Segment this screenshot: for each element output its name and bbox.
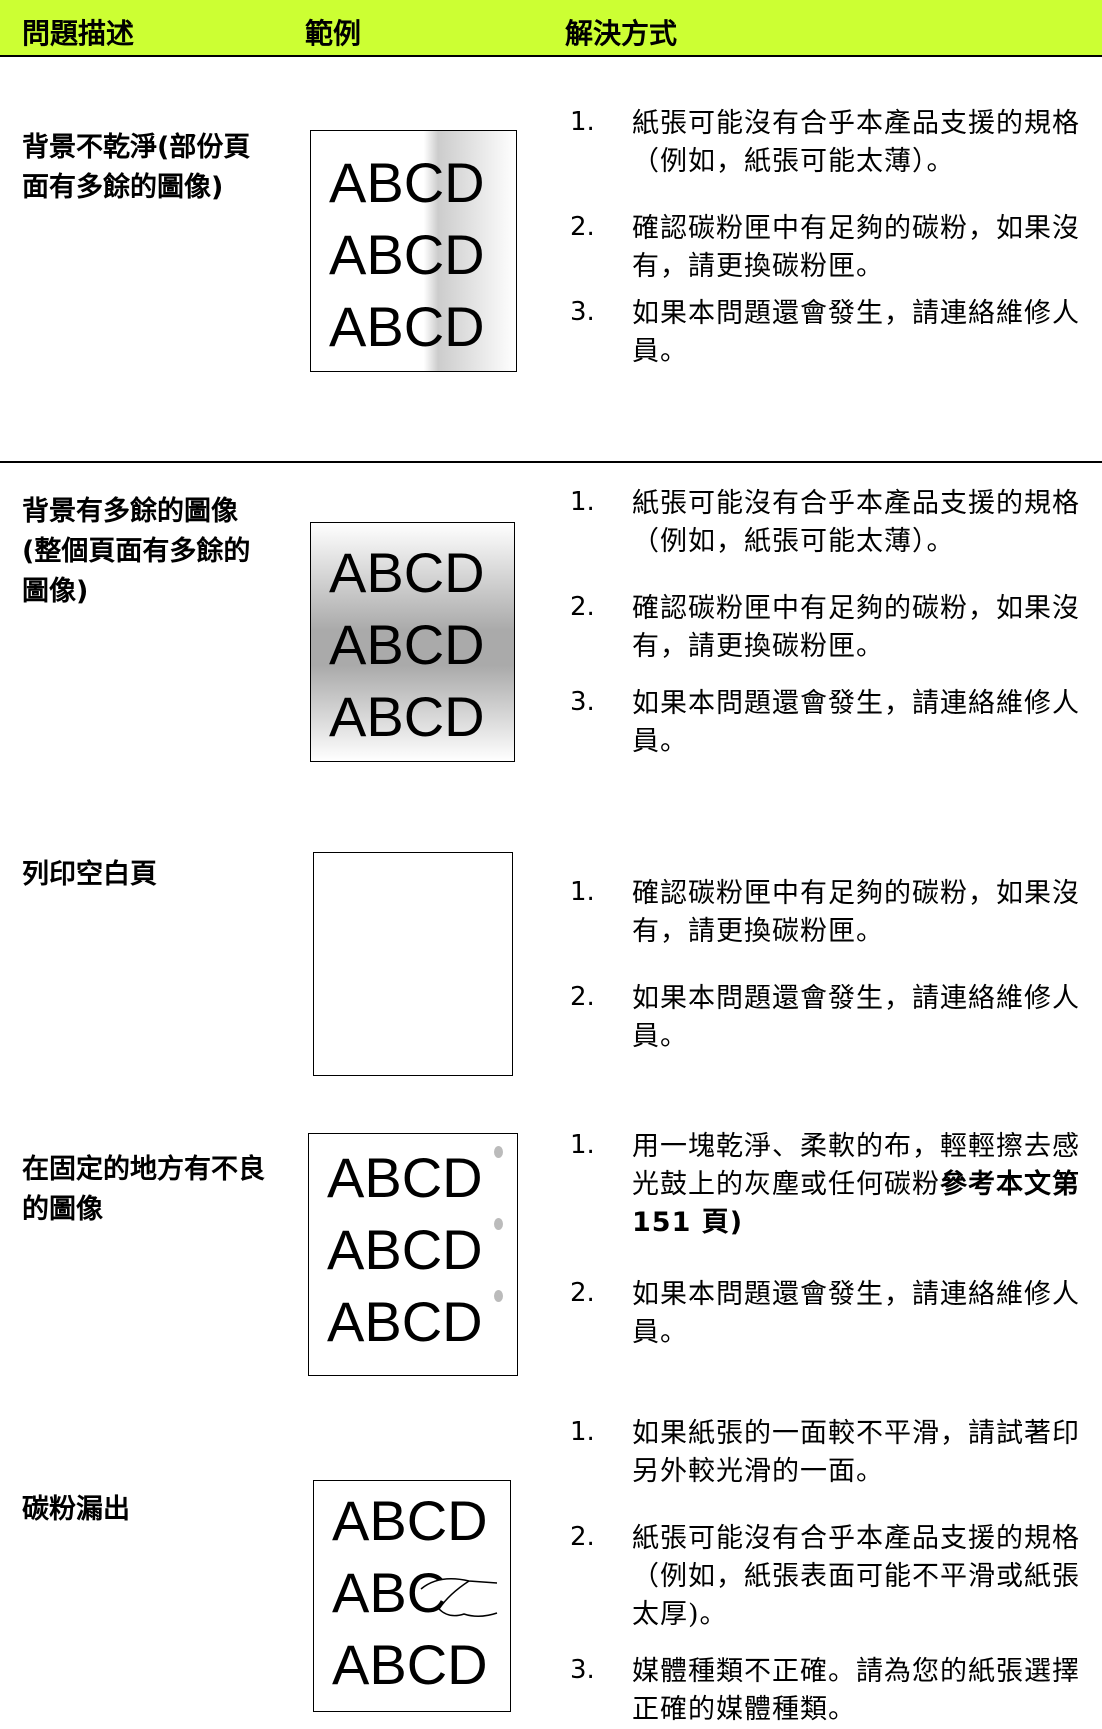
header-bar: 問題描述 範例 解決方式	[0, 0, 1102, 57]
hand-icon	[420, 1578, 498, 1617]
solution-text: 如果本問題還會發生，請連絡維修人員。	[632, 688, 1080, 757]
example-text: ABCD	[327, 1218, 483, 1281]
problem-description: 背景有多餘的圖像(整個頁面有多餘的圖像)	[22, 496, 251, 607]
problem-description: 在固定的地方有不良的圖像	[22, 1154, 265, 1225]
example-box: ABCD ABCD ABCD	[308, 1133, 518, 1376]
solution-text: 如果本問題還會發生，請連絡維修人員。	[632, 1279, 1080, 1348]
item-number: 1.	[570, 877, 595, 907]
example-text: ABCD	[327, 1290, 483, 1353]
example-box: ABCD ABC ABCD	[313, 1480, 511, 1712]
smudge	[494, 1290, 503, 1302]
solution-text: 確認碳粉匣中有足夠的碳粉，如果沒有，請更換碳粉匣。	[632, 213, 1080, 282]
smudge	[494, 1146, 503, 1158]
example-text: ABCD	[327, 1146, 483, 1209]
item-number: 2.	[570, 1278, 595, 1308]
problem-description: 列印空白頁	[22, 859, 157, 890]
solution-text: 紙張可能沒有合乎本產品支援的規格（例如，紙張可能太薄）。	[632, 108, 1080, 177]
divider	[0, 461, 1102, 463]
example-text: ABCD	[329, 151, 485, 214]
hand-drawing	[419, 1569, 499, 1624]
smudge	[494, 1218, 503, 1230]
column-header: 解決方式	[565, 17, 678, 50]
problem-description: 碳粉漏出	[22, 1494, 130, 1525]
item-number: 3.	[570, 297, 595, 327]
solution-text: 紙張可能沒有合乎本產品支援的規格（例如，紙張表面可能不平滑或紙張太厚)。	[632, 1523, 1080, 1630]
solution-text: 如果紙張的一面較不平滑，請試著印另外較光滑的一面。	[632, 1418, 1080, 1487]
example-text: ABCD	[329, 295, 485, 358]
item-number: 2.	[570, 982, 595, 1012]
solution-text: 用一塊乾淨、柔軟的布，輕輕擦去感光鼓上的灰塵或任何碳粉參考本文第 151 頁)	[632, 1131, 1080, 1238]
reference: 參考本文第 151 頁)	[632, 1169, 1080, 1238]
item-number: 3.	[570, 687, 595, 717]
item-number: 1.	[570, 1417, 595, 1447]
solution-text: 如果本問題還會發生，請連絡維修人員。	[632, 298, 1080, 367]
solution-text: 紙張可能沒有合乎本產品支援的規格（例如，紙張可能太薄）。	[632, 488, 1080, 557]
example-text: ABCD	[332, 1489, 488, 1552]
example-text: ABCD	[329, 541, 485, 604]
item-number: 1.	[570, 487, 595, 517]
solution-text: 確認碳粉匣中有足夠的碳粉，如果沒有，請更換碳粉匣。	[632, 878, 1080, 947]
solution-text: 確認碳粉匣中有足夠的碳粉，如果沒有，請更換碳粉匣。	[632, 593, 1080, 662]
column-header: 問題描述	[22, 17, 135, 50]
example-text: ABCD	[329, 685, 485, 748]
example-text: ABCD	[329, 613, 485, 676]
example-box: ABCD ABCD ABCD	[310, 130, 517, 372]
example-box	[313, 852, 513, 1076]
example-text: ABCD	[329, 223, 485, 286]
column-header: 範例	[305, 17, 362, 50]
example-text: ABCD	[332, 1633, 488, 1696]
solution-text: 如果本問題還會發生，請連絡維修人員。	[632, 983, 1080, 1052]
item-number: 3.	[570, 1655, 595, 1685]
item-number: 2.	[570, 592, 595, 622]
example-box: ABCD ABCD ABCD	[310, 522, 515, 762]
item-number: 1.	[570, 107, 595, 137]
item-number: 2.	[570, 1522, 595, 1552]
solution-text: 媒體種類不正確。請為您的紙張選擇正確的媒體種類。	[632, 1656, 1080, 1725]
example-text: ABC	[332, 1561, 448, 1624]
item-number: 1.	[570, 1130, 595, 1160]
item-number: 2.	[570, 212, 595, 242]
problem-description: 背景不乾淨(部份頁面有多餘的圖像)	[22, 132, 251, 203]
